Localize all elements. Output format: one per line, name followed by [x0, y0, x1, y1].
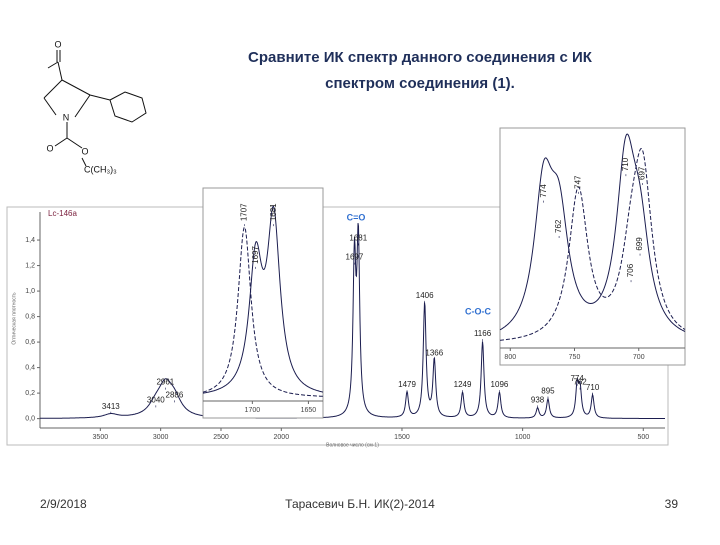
- peak-label: 774: [570, 374, 584, 383]
- atom-label: O: [46, 143, 53, 153]
- spectrum-curve: [40, 223, 665, 419]
- peak-label: 938: [531, 396, 545, 405]
- peak-label: 1406: [416, 291, 434, 300]
- peak-label: 706: [626, 263, 635, 277]
- spectrum-title: Lc-146a: [48, 209, 77, 218]
- inset-frame: [202, 187, 324, 419]
- x-tick-label: 800: [504, 354, 516, 361]
- x-tick-label: 1650: [301, 407, 317, 414]
- y-tick-label: 0,8: [25, 313, 35, 320]
- annotation: C-O-C: [465, 306, 491, 316]
- x-tick-label: 3000: [153, 434, 169, 441]
- inset-frame: [499, 127, 686, 366]
- y-tick-label: 0,6: [25, 339, 35, 346]
- x-tick-label: 2500: [213, 434, 229, 441]
- peak-label: 1479: [398, 380, 416, 389]
- inset-spectrum: 1700 1650 1697 1681 1707: [202, 187, 324, 419]
- peak-label: 2961: [156, 378, 174, 387]
- peak-label: 1366: [425, 348, 443, 357]
- y-tick-label: 0,2: [25, 390, 35, 397]
- peak-label: 762: [573, 378, 587, 387]
- y-tick-label: 1,4: [25, 237, 35, 244]
- y-tick-label: 1,0: [25, 288, 35, 295]
- spectrum-curve: [499, 133, 686, 332]
- y-tick-label: 1,2: [25, 262, 35, 269]
- x-tick-label: 1500: [394, 434, 410, 441]
- x-tick-label: 1000: [515, 434, 531, 441]
- peak-label: 3040: [147, 396, 165, 405]
- x-tick-label: 700: [633, 354, 645, 361]
- inset-spectrum: 800 750 700 774 762 710 699 747 706 697: [499, 127, 686, 366]
- slide-title: спектром соединения (1).: [325, 75, 515, 92]
- y-tick-label: 0,0: [25, 415, 35, 422]
- peak-label: 1697: [251, 246, 260, 264]
- x-tick-label: 500: [637, 434, 649, 441]
- spectrum-curve: [499, 148, 686, 341]
- peak-label: 699: [635, 237, 644, 251]
- peak-label: 1096: [491, 380, 509, 389]
- atom-label: C(CH₃)₃: [84, 164, 117, 174]
- molecule: [43, 50, 147, 167]
- footer-date: 2/9/2018: [40, 497, 87, 511]
- peak-label: 1681: [349, 234, 367, 243]
- peak-label: 1697: [346, 253, 364, 262]
- peak-label: 1166: [474, 329, 492, 338]
- atom-label: O: [81, 146, 88, 156]
- x-axis-label: Волновое число (см-1): [326, 442, 379, 448]
- peak-label: 895: [541, 387, 555, 396]
- peak-label: 697: [638, 166, 647, 180]
- y-axis-label: Оптическая плотность: [11, 292, 17, 345]
- peak-label: 2886: [166, 390, 184, 399]
- peak-label: 762: [554, 219, 563, 233]
- peak-label: 1707: [240, 203, 249, 221]
- spectrum-curve: [203, 205, 324, 394]
- peak-label: 710: [621, 157, 630, 171]
- atom-label: N: [63, 112, 70, 122]
- x-tick-label: 750: [569, 354, 581, 361]
- footer-page: 39: [665, 497, 679, 511]
- x-tick-label: 1700: [245, 407, 261, 414]
- peak-label: 1249: [454, 380, 472, 389]
- main-spectrum: 3500 3000 2500 2000 1500 1000 500 0,0 0,2 0,4 0,6 0…: [11, 209, 665, 448]
- spectrum-curve: [202, 226, 323, 397]
- peak-label: 3413: [102, 402, 120, 411]
- footer-author: Тарасевич Б.Н. ИК(2)-2014: [285, 497, 435, 511]
- atom-label: O: [54, 39, 61, 49]
- y-tick-label: 0,4: [25, 364, 35, 371]
- slide-title: Сравните ИК спектр данного соединения с …: [248, 49, 593, 66]
- x-tick-label: 3500: [93, 434, 109, 441]
- annotation: C=O: [347, 212, 366, 222]
- peak-label: 710: [586, 383, 600, 392]
- peak-label: 747: [573, 175, 582, 189]
- x-tick-label: 2000: [274, 434, 290, 441]
- peak-label: 1681: [269, 203, 278, 221]
- peak-label: 774: [539, 184, 548, 198]
